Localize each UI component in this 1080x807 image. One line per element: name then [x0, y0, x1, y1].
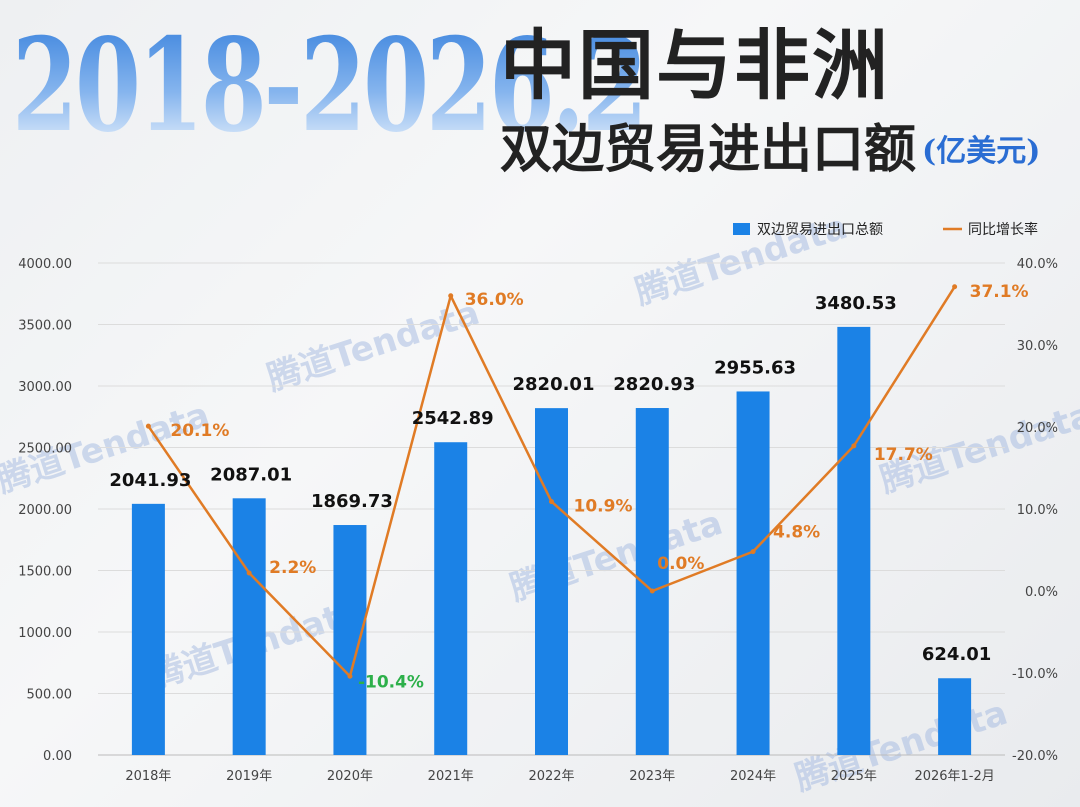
bar — [837, 326, 871, 755]
line-point — [549, 499, 554, 505]
y-right-tick-label: 10.0% — [1017, 503, 1058, 518]
bar — [938, 678, 972, 755]
line-point — [750, 549, 756, 555]
y-right-tick-label: 0.0% — [1025, 585, 1058, 600]
bar — [131, 503, 165, 755]
line-value-label: 2.2% — [269, 558, 316, 578]
legend-bar-label: 双边贸易进出口总额 — [757, 222, 883, 238]
line-value-label: -10.4% — [358, 672, 424, 692]
y-right-tick-label: 30.0% — [1017, 339, 1058, 354]
line-point — [851, 443, 857, 449]
line-value-label: 17.7% — [874, 445, 933, 465]
legend-line-label: 同比增长率 — [968, 221, 1038, 238]
line-value-label: 4.8% — [773, 523, 820, 543]
y-left-tick-label: 1500.00 — [18, 565, 72, 580]
bar — [232, 498, 266, 755]
x-tick-label: 2026年1-2月 — [914, 769, 994, 784]
bar — [434, 442, 468, 755]
title-line-2-text: 双边贸易进出口额 — [500, 119, 917, 180]
bar-value-label: 1869.73 — [311, 491, 393, 512]
line-point — [952, 284, 958, 290]
line-point — [347, 673, 353, 679]
bar-value-label: 2087.01 — [210, 464, 292, 485]
x-tick-label: 2022年 — [528, 769, 574, 784]
y-left-tick-label: 0.00 — [43, 749, 72, 764]
bar-value-label: 2542.89 — [412, 408, 494, 429]
y-right-tick-label: -20.0% — [1012, 749, 1058, 764]
title-line-2: 双边贸易进出口额 (亿美元) — [500, 124, 1040, 176]
bar-value-label: 2955.63 — [714, 357, 796, 378]
y-left-tick-label: 2500.00 — [18, 442, 72, 457]
x-tick-label: 2023年 — [629, 769, 675, 784]
line-value-label: 10.9% — [574, 497, 633, 517]
legend-bar-swatch — [733, 223, 750, 235]
title-line-1: 中国与非洲 — [500, 21, 890, 110]
y-left-tick-label: 4000.00 — [18, 257, 72, 272]
bar — [333, 525, 367, 755]
line-point — [145, 423, 151, 429]
y-right-tick-label: 20.0% — [1017, 421, 1058, 436]
line-value-label: 20.1% — [170, 421, 229, 441]
line-point — [649, 588, 655, 594]
y-left-tick-label: 1000.00 — [18, 626, 72, 641]
bar-value-label: 3480.53 — [815, 293, 897, 314]
x-tick-label: 2020年 — [327, 769, 373, 784]
y-left-tick-label: 3000.00 — [18, 380, 72, 395]
y-right-tick-label: -10.0% — [1012, 667, 1058, 682]
x-tick-label: 2025年 — [831, 769, 877, 784]
y-left-tick-label: 2000.00 — [18, 503, 72, 518]
unit-label: (亿美元) — [922, 134, 1041, 169]
y-left-tick-label: 3500.00 — [18, 319, 72, 334]
line-point — [246, 570, 252, 576]
bar-value-label: 2820.93 — [613, 374, 695, 395]
y-left-tick-label: 500.00 — [27, 688, 73, 703]
bar — [736, 391, 770, 755]
line-value-label: 37.1% — [970, 282, 1029, 302]
x-tick-label: 2018年 — [125, 769, 171, 784]
bar-value-label: 2820.01 — [513, 374, 595, 395]
x-tick-label: 2024年 — [730, 769, 776, 784]
x-tick-label: 2019年 — [226, 769, 272, 784]
hero-year-range: 2018-2026.2 — [12, 11, 648, 161]
bar-value-label: 2041.93 — [109, 470, 191, 491]
y-right-tick-label: 40.0% — [1017, 257, 1058, 272]
bar — [535, 408, 568, 755]
bar-value-label: 624.01 — [922, 644, 991, 665]
x-tick-label: 2021年 — [428, 769, 474, 784]
line-value-label: 36.0% — [465, 290, 524, 310]
line-value-label: 0.0% — [657, 554, 704, 574]
line-point — [448, 293, 454, 299]
